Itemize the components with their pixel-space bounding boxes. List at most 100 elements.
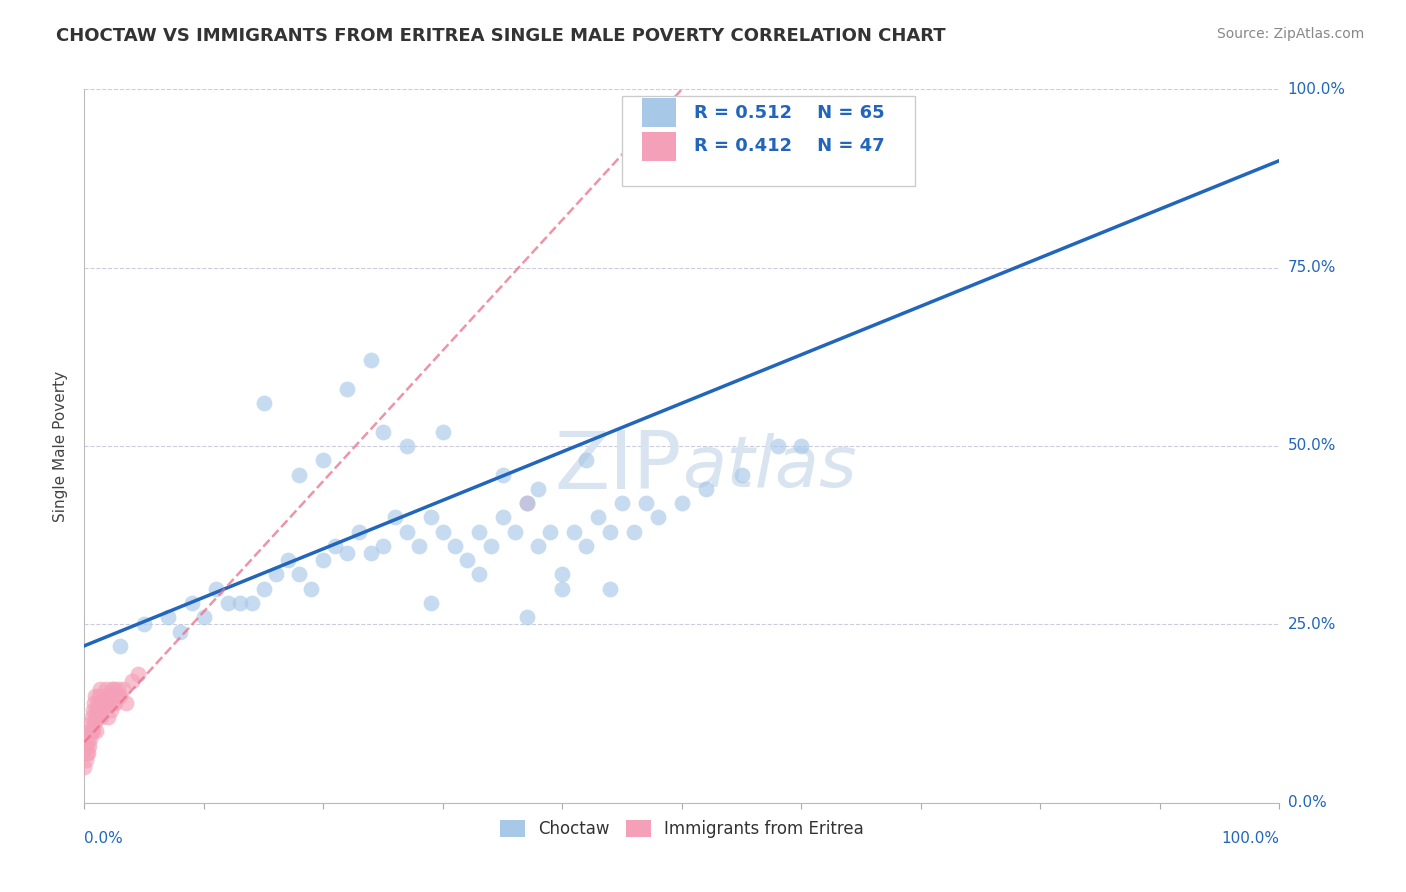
Point [277, 553, 299, 567]
Point [432, 524, 454, 539]
Point [599, 524, 621, 539]
Point [527, 539, 550, 553]
Point [420, 596, 443, 610]
Point [336, 546, 359, 560]
Point [90, 710, 112, 724]
Point [82, 724, 104, 739]
Point [84, 689, 107, 703]
Point [264, 567, 287, 582]
Point [80, 724, 103, 739]
Point [349, 524, 371, 539]
Point [89, 696, 111, 710]
Point [83, 696, 105, 710]
Point [110, 639, 132, 653]
Point [540, 524, 562, 539]
Point [101, 681, 124, 696]
Point [325, 539, 347, 553]
Point [456, 553, 478, 567]
Point [612, 496, 634, 510]
Point [86, 710, 108, 724]
Point [766, 439, 789, 453]
FancyBboxPatch shape [623, 96, 915, 186]
Point [396, 524, 419, 539]
Point [103, 681, 125, 696]
Text: ZIP: ZIP [554, 428, 682, 507]
Point [790, 439, 813, 453]
Point [89, 681, 111, 696]
Point [636, 496, 658, 510]
Point [86, 696, 108, 710]
Point [217, 596, 239, 610]
Point [240, 596, 263, 610]
Point [101, 696, 124, 710]
Point [132, 617, 156, 632]
Point [288, 467, 311, 482]
FancyBboxPatch shape [643, 132, 676, 161]
Text: 100.0%: 100.0% [1222, 831, 1279, 847]
Point [468, 567, 491, 582]
Point [492, 510, 515, 524]
Text: Source: ZipAtlas.com: Source: ZipAtlas.com [1216, 27, 1364, 41]
Point [76, 739, 98, 753]
Point [731, 467, 754, 482]
Point [105, 689, 128, 703]
Point [80, 710, 103, 724]
Point [77, 731, 100, 746]
Point [373, 539, 395, 553]
Point [695, 482, 717, 496]
Point [588, 510, 610, 524]
Point [205, 582, 228, 596]
Point [288, 567, 311, 582]
Point [253, 396, 276, 410]
Y-axis label: Single Male Poverty: Single Male Poverty [53, 370, 69, 522]
Point [420, 510, 443, 524]
Point [336, 382, 359, 396]
Point [104, 696, 127, 710]
Point [503, 524, 526, 539]
Point [127, 667, 149, 681]
Point [91, 703, 114, 717]
Point [73, 760, 96, 774]
Point [169, 624, 191, 639]
Point [575, 539, 598, 553]
Text: R = 0.512    N = 65: R = 0.512 N = 65 [695, 103, 884, 121]
Point [312, 553, 335, 567]
Text: 0.0%: 0.0% [1288, 796, 1326, 810]
Point [121, 674, 143, 689]
Point [84, 710, 107, 724]
Point [623, 524, 645, 539]
Point [96, 696, 118, 710]
Point [551, 567, 574, 582]
Point [83, 717, 105, 731]
Text: 100.0%: 100.0% [1288, 82, 1346, 96]
Point [253, 582, 276, 596]
Point [516, 610, 538, 624]
Point [115, 696, 138, 710]
Point [193, 610, 215, 624]
Point [98, 689, 121, 703]
Point [312, 453, 335, 467]
Text: R = 0.412    N = 47: R = 0.412 N = 47 [695, 137, 884, 155]
Text: atlas: atlas [682, 433, 856, 502]
Point [516, 496, 538, 510]
Point [301, 582, 323, 596]
Point [516, 496, 538, 510]
Text: CHOCTAW VS IMMIGRANTS FROM ERITREA SINGLE MALE POVERTY CORRELATION CHART: CHOCTAW VS IMMIGRANTS FROM ERITREA SINGL… [56, 27, 946, 45]
Point [94, 681, 117, 696]
Point [564, 524, 586, 539]
Point [93, 696, 115, 710]
Point [97, 710, 120, 724]
Point [75, 753, 97, 767]
Point [492, 467, 515, 482]
Point [408, 539, 430, 553]
Point [599, 582, 621, 596]
Point [551, 582, 574, 596]
Text: 0.0%: 0.0% [84, 831, 124, 847]
Point [384, 510, 406, 524]
Point [107, 681, 129, 696]
Point [373, 425, 395, 439]
Point [79, 717, 101, 731]
Point [181, 596, 204, 610]
Text: 50.0%: 50.0% [1288, 439, 1336, 453]
Point [87, 703, 110, 717]
